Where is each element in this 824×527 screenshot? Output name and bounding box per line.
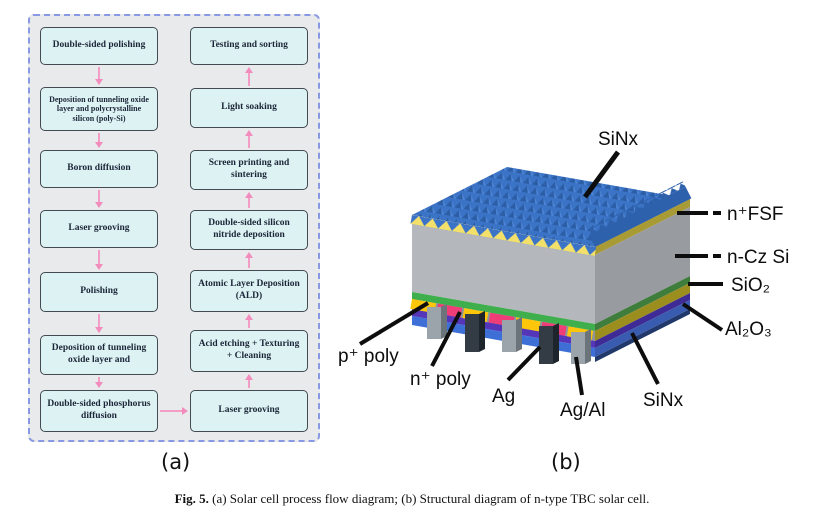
leader-ag [506,345,542,382]
figure-caption-label: Fig. 5. [174,491,209,506]
arrow-down-icon [95,377,103,388]
leader-lines [358,150,724,396]
arrow-up-icon [245,374,253,388]
flow-step-nitride-deposition: Double-sided silicon nitride deposition [190,210,308,250]
label-p-poly: p⁺ poly [338,346,399,367]
tbc-cell-structure-diagram: SiNx n⁺FSF n-Cz Si SiO₂ Al₂O₃ p⁺ poly n⁺… [338,129,789,421]
sio2-layer-side [595,276,690,331]
sio2-layer [412,292,595,331]
cell-right-face [595,199,690,362]
label-sinx-top: SiNx [598,129,639,150]
label-al2o3: Al₂O₃ [725,319,772,340]
label-ag-al: Ag/Al [560,400,605,421]
flow-step-light-soaking: Light soaking [190,88,308,128]
leader-al2o3 [681,302,724,332]
label-ag: Ag [492,386,515,407]
arrow-up-icon [245,67,253,86]
flow-step-polishing: Polishing [40,272,158,312]
arrow-up-icon [245,252,253,268]
al2o3-layer-side [595,293,690,348]
arrow-down-icon [95,314,103,333]
arrow-up-icon [245,192,253,208]
flow-step-laser-grooving-2: Laser grooving [190,390,308,432]
leader-sinx-top [582,150,621,199]
pyramid-band-right [586,181,692,247]
arrow-down-icon [95,250,103,270]
flow-step-laser-grooving-1: Laser grooving [40,210,158,248]
leader-n-poly [430,311,462,367]
fsf-layer-side [595,199,690,255]
ag-al-contact [427,304,447,339]
leader-sinx-bottom [630,332,660,385]
flow-step-boron-diffusion: Boron diffusion [40,150,158,188]
ag-contact [539,323,559,364]
fsf-zigzag-edge [410,215,597,257]
poly-layer-side [595,283,690,341]
panel-b-caption: (b) [551,450,581,474]
arrow-right-icon [160,407,188,415]
figure-caption: Fig. 5. (a) Solar cell process flow diag… [0,491,824,507]
label-fsf: n⁺FSF [727,204,783,225]
flow-step-double-sided-polishing: Double-sided polishing [40,27,158,65]
flow-diagram-frame: Double-sided polishing Deposition of tun… [28,14,320,442]
flow-step-acid-etch-texturing: Acid etching + Texturing + Cleaning [190,330,308,372]
cell-underside-edge [595,309,690,362]
flow-step-tunnel-oxide-polysi: Deposition of tunneling oxide layer and … [40,87,158,131]
rear-contacts [427,304,591,364]
label-n-poly: n⁺ poly [410,369,471,390]
panel-a-caption: (a) [161,450,191,474]
sinx-bottom-side [595,300,690,357]
arrow-up-icon [245,314,253,328]
arrow-up-icon [245,130,253,148]
arrow-down-icon [95,133,103,148]
bulk-side [595,207,690,324]
figure-caption-text: (a) Solar cell process flow diagram; (b)… [212,491,650,506]
ag-al-contact [502,317,522,352]
flow-step-tunnel-oxide-2: Deposition of tunneling oxide layer and [40,335,158,375]
leader-ag-al [574,356,584,396]
label-n-cz-si: n-Cz Si [727,247,789,268]
label-sinx-bottom: SiNx [643,390,684,411]
flow-step-ald: Atomic Layer Deposition (ALD) [190,270,308,312]
ag-al-contact [571,329,591,364]
arrow-down-icon [95,67,103,85]
label-sio2: SiO₂ [731,275,770,296]
arrow-down-icon [95,190,103,208]
flow-step-phosphorus-diffusion: Double-sided phosphorus diffusion [40,390,158,432]
flow-step-testing-sorting: Testing and sorting [190,27,308,65]
ag-contact [465,311,485,352]
flow-step-screen-printing: Screen printing and sintering [190,150,308,190]
leader-p-poly [358,301,430,346]
